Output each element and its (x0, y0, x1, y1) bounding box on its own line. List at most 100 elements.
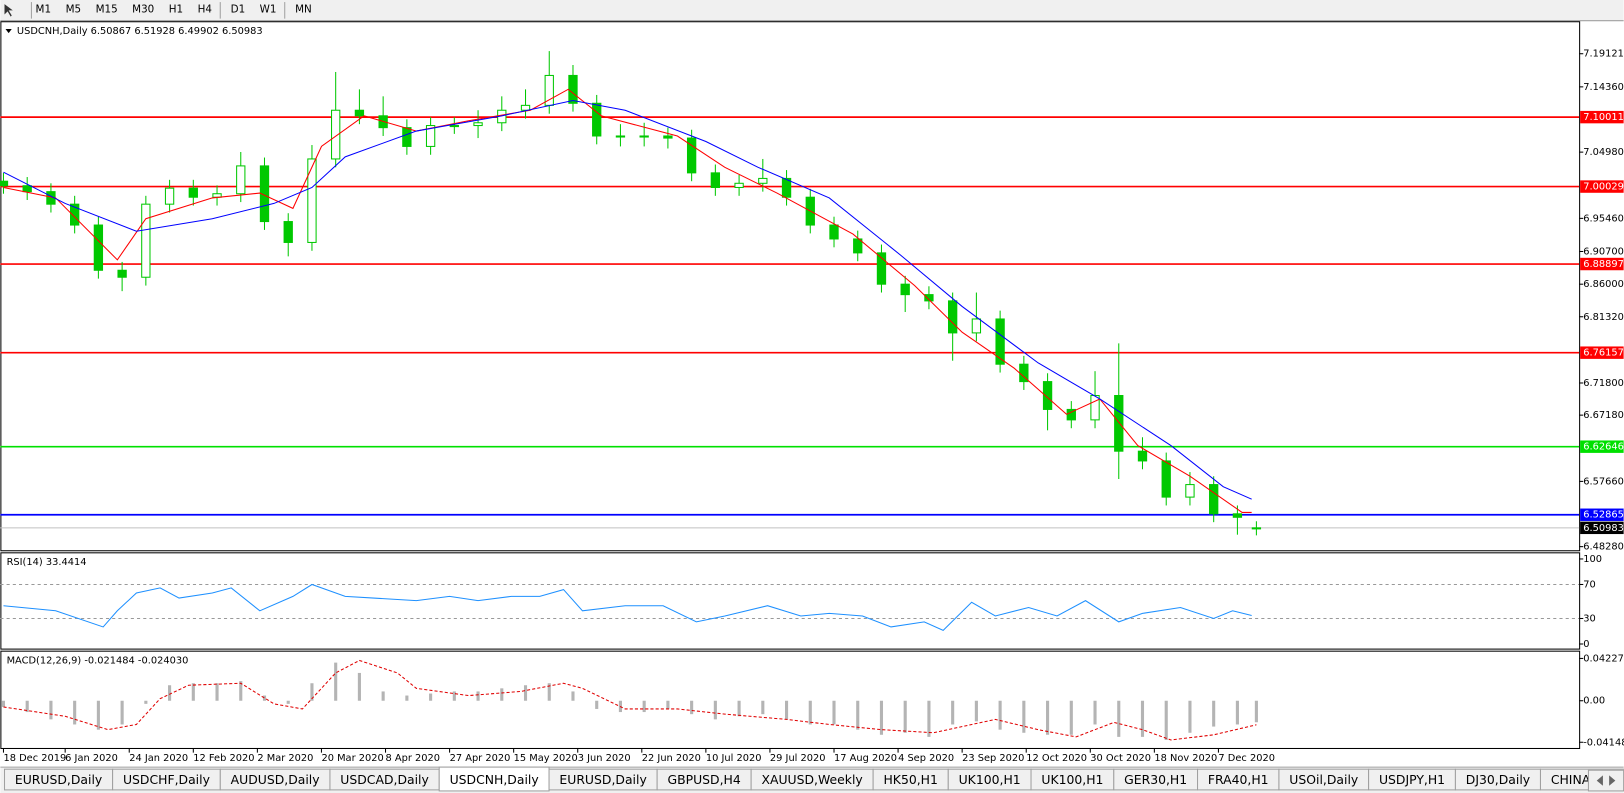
rsi-line (3, 583, 1252, 631)
y-tick-label: 0 (1583, 639, 1589, 650)
y-tick-label: 6.71800 (1583, 378, 1624, 389)
candle-body (188, 187, 198, 198)
histogram-bar (1022, 700, 1026, 733)
tab[interactable]: UK100,H1 (1041, 772, 1103, 787)
y-tick-label: 6.86000 (1583, 279, 1624, 290)
panel-frame (0, 552, 1581, 650)
x-tick-label: 17 Aug 2020 (834, 753, 897, 764)
tab[interactable]: USOil,Daily (1289, 772, 1358, 787)
candle-body (1114, 395, 1124, 452)
candle-body (22, 185, 32, 193)
timeframe-button: M30 (132, 3, 154, 15)
histogram-bar (405, 695, 409, 701)
level-tag (1580, 440, 1624, 453)
candle-body (924, 294, 934, 302)
histogram-bar (120, 700, 124, 725)
histogram-bar (571, 691, 575, 701)
last-price-label: 6.50983 (1583, 523, 1624, 534)
candle-body (568, 74, 578, 104)
histogram-bar (523, 685, 528, 701)
y-tick-label: -0.04148 (1583, 737, 1624, 748)
histogram-bar (239, 681, 243, 701)
histogram-bar (168, 685, 172, 701)
candle-body (354, 109, 365, 117)
x-tick-label: 2 Mar 2020 (257, 753, 313, 764)
candle-body (1232, 513, 1243, 518)
candle-body (663, 135, 673, 139)
tab[interactable]: USDCHF,Daily (123, 772, 210, 787)
histogram-bar (808, 700, 812, 725)
signal-line (3, 659, 1257, 741)
tab[interactable]: AUDUSD,Daily (231, 772, 320, 787)
tab[interactable]: GER30,H1 (1124, 772, 1187, 787)
tab-scroll[interactable] (1587, 769, 1624, 792)
histogram-bar (903, 700, 907, 733)
x-tick-label: 18 Nov 2020 (1154, 753, 1217, 764)
candle-body (1042, 381, 1053, 410)
candle-body (781, 177, 792, 198)
histogram-bar (879, 700, 884, 735)
x-tick-label: 24 Jan 2020 (129, 753, 188, 764)
x-tick-label: 18 Dec 2019 (3, 753, 66, 764)
histogram-bar (974, 700, 978, 722)
panel-frame (0, 21, 1581, 552)
histogram-bar (215, 683, 219, 701)
candle-body (592, 102, 602, 137)
candle-body (639, 135, 649, 138)
y-tick-label: 6.81320 (1583, 312, 1624, 323)
tab-arrows (1596, 775, 1616, 786)
x-tick-label: 7 Dec 2020 (1218, 753, 1275, 764)
histogram-bar (310, 683, 314, 701)
candle-body (1137, 450, 1148, 462)
candle-body (164, 187, 175, 205)
histogram-bar (927, 700, 931, 737)
level-tag (1580, 110, 1624, 124)
level-tag (1580, 346, 1624, 359)
x-tick-label: 29 Jul 2020 (770, 753, 826, 764)
panel-frame (0, 650, 1581, 750)
candle-body (947, 300, 958, 334)
candle-body (1251, 527, 1262, 530)
histogram-bar (429, 693, 433, 701)
candle-body (93, 224, 104, 271)
candle-body (615, 135, 626, 138)
candle-body (307, 158, 317, 243)
cursor-icon[interactable] (4, 4, 13, 17)
tab[interactable]: USDCNH,Daily (450, 772, 539, 787)
histogram-bar (737, 700, 741, 717)
tab[interactable]: UK100,H1 (959, 772, 1021, 787)
level-tag (1580, 180, 1624, 193)
x-tick-label: 10 Jul 2020 (706, 753, 762, 764)
y-tick-label: 70 (1583, 579, 1596, 590)
tab[interactable]: EURUSD,Daily (15, 772, 102, 787)
candle-body (402, 127, 412, 147)
tab[interactable]: USDJPY,H1 (1379, 772, 1445, 787)
histogram-bar (357, 672, 361, 701)
tab[interactable]: DJ30,Daily (1466, 772, 1530, 787)
tab[interactable]: EURUSD,Daily (559, 772, 646, 787)
moving-average (3, 88, 1252, 513)
histogram-bar (1212, 700, 1216, 727)
tab[interactable]: FRA40,H1 (1208, 772, 1269, 787)
candle-body (425, 125, 436, 147)
collapse-icon (5, 28, 12, 34)
x-tick-label: 27 Apr 2020 (450, 753, 511, 764)
histogram-bar (1235, 700, 1239, 725)
timeframe-button: H1 (169, 3, 183, 15)
histogram-bar (1093, 700, 1097, 725)
histogram-bar (951, 700, 955, 725)
histogram-bar (784, 700, 789, 720)
tab[interactable]: XAUUSD,Weekly (761, 772, 862, 787)
x-tick-label: 12 Oct 2020 (1026, 753, 1087, 764)
y-tick-label: 0.042275 (1583, 653, 1624, 664)
tab[interactable]: USDCAD,Daily (340, 772, 429, 787)
x-tick-label: 8 Apr 2020 (386, 753, 441, 764)
tab[interactable]: HK50,H1 (883, 772, 937, 787)
tab[interactable]: GBPUSD,H4 (667, 772, 740, 787)
x-tick-label: 20 Mar 2020 (321, 753, 383, 764)
x-tick-label: 15 May 2020 (514, 753, 578, 764)
histogram-bar (191, 683, 195, 701)
candle-body (331, 109, 341, 160)
histogram-bar (856, 700, 860, 730)
